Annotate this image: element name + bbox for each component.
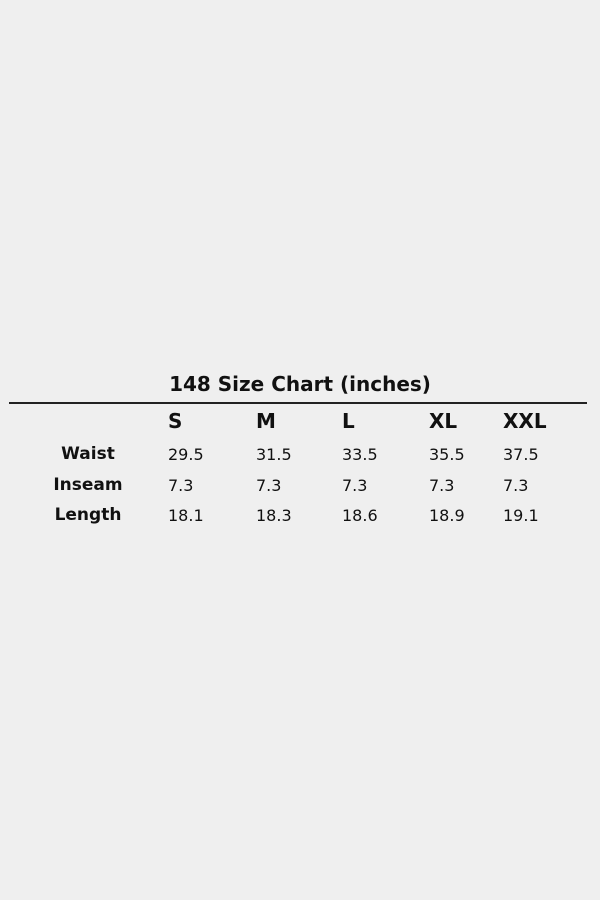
table-cell: 31.5 [256, 445, 292, 464]
size-header-xl: XL [429, 409, 458, 433]
table-cell: 18.3 [256, 506, 292, 525]
table-cell: 37.5 [503, 445, 539, 464]
table-cell: 18.6 [342, 506, 378, 525]
row-label-inseam: Inseam [53, 475, 123, 495]
title-divider [9, 402, 587, 404]
table-cell: 7.3 [429, 476, 455, 495]
table-cell: 7.3 [256, 476, 282, 495]
table-cell: 29.5 [168, 445, 204, 464]
size-header-l: L [342, 409, 355, 433]
table-cell: 18.1 [168, 506, 204, 525]
table-cell: 19.1 [503, 506, 539, 525]
row-label-length: Length [54, 505, 122, 525]
table-cell: 18.9 [429, 506, 465, 525]
table-cell: 35.5 [429, 445, 465, 464]
row-label-waist: Waist [61, 444, 115, 464]
size-header-xxl: XXL [503, 409, 547, 433]
size-header-s: S [168, 409, 183, 433]
chart-title: 148 Size Chart (inches) [169, 372, 431, 396]
size-header-m: M [256, 409, 276, 433]
table-cell: 7.3 [168, 476, 194, 495]
table-cell: 33.5 [342, 445, 378, 464]
table-cell: 7.3 [342, 476, 368, 495]
table-cell: 7.3 [503, 476, 529, 495]
